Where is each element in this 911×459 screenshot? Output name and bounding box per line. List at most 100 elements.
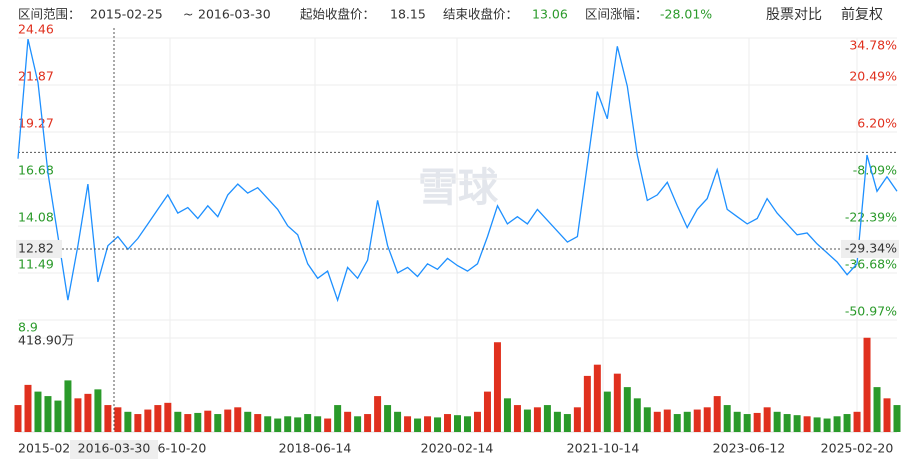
x-tick-label: 2021-10-14 bbox=[567, 441, 640, 456]
volume-bar bbox=[54, 400, 62, 432]
volume-bar bbox=[184, 414, 192, 432]
price-line bbox=[17, 38, 898, 303]
volume-bar bbox=[833, 416, 841, 432]
volume-bar bbox=[553, 411, 561, 432]
volume-bar bbox=[304, 414, 312, 432]
volume-bar bbox=[823, 418, 831, 432]
volume-bar bbox=[364, 414, 372, 432]
volume-bar bbox=[374, 396, 382, 432]
y-tick-label: 16.68 bbox=[18, 163, 54, 178]
volume-bar bbox=[683, 411, 691, 432]
y2-tick-label: 6.20% bbox=[857, 115, 897, 130]
end-price: 13.06 bbox=[532, 7, 568, 22]
y-tick-label: 8.9 bbox=[18, 320, 38, 335]
volume-bar bbox=[434, 417, 442, 432]
volume-bar bbox=[843, 414, 851, 432]
range-label: 区间范围： bbox=[18, 7, 81, 22]
compare-button[interactable]: 股票对比 bbox=[766, 7, 822, 23]
volume-bar bbox=[44, 396, 52, 432]
y2-tick-label: -8.09% bbox=[853, 162, 897, 177]
volume-bar bbox=[603, 391, 611, 432]
crosshair-date: 2016-03-30 bbox=[78, 441, 151, 456]
x-tick-label: 2023-06-12 bbox=[713, 441, 786, 456]
volume-bar bbox=[154, 405, 162, 432]
volume-bar bbox=[693, 409, 701, 432]
crosshair-percent: -29.34% bbox=[845, 240, 897, 255]
volume-bar bbox=[473, 411, 481, 432]
start-label: 起始收盘价： bbox=[300, 7, 375, 22]
volume-bar bbox=[793, 415, 801, 432]
volume-bar bbox=[463, 416, 471, 432]
end-label: 结束收盘价： bbox=[443, 7, 518, 22]
volume-bar bbox=[893, 405, 901, 432]
volume-bar bbox=[174, 411, 182, 432]
volume-bar bbox=[334, 405, 342, 432]
y2-tick-label: 34.78% bbox=[849, 38, 897, 53]
volume-bar bbox=[214, 414, 222, 432]
volume-bar bbox=[124, 411, 132, 432]
volume-bar bbox=[274, 418, 282, 432]
volume-bar bbox=[613, 373, 621, 432]
volume-bar bbox=[134, 414, 142, 432]
y2-tick-label: -50.97% bbox=[845, 304, 897, 319]
end-date: 2016-03-30 bbox=[198, 7, 271, 22]
volume-bar bbox=[633, 398, 641, 432]
x-tick-label: 2018-06-14 bbox=[279, 441, 352, 456]
volume-bar bbox=[813, 417, 821, 432]
volume-bar bbox=[623, 387, 631, 432]
x-tick-label: 2025-02-20 bbox=[821, 441, 894, 456]
volume-bar bbox=[454, 415, 461, 432]
volume-bar bbox=[863, 337, 871, 432]
volume-bar bbox=[703, 407, 711, 432]
volume-bar bbox=[394, 411, 402, 432]
volume-tick-label: 418.90万 bbox=[18, 333, 74, 348]
crosshair-percent-box bbox=[841, 239, 899, 258]
volume-bar bbox=[384, 405, 392, 432]
volume-bar bbox=[14, 405, 22, 432]
y2-tick-label: 20.49% bbox=[849, 68, 897, 83]
volume-bar bbox=[234, 407, 242, 432]
volume-bar bbox=[803, 416, 811, 432]
volume-bar bbox=[224, 409, 232, 432]
volume-bar bbox=[94, 389, 102, 432]
volume-bar bbox=[673, 414, 681, 432]
volume-bar bbox=[563, 414, 571, 432]
volume-bar bbox=[344, 411, 352, 432]
volume-bar bbox=[424, 416, 432, 432]
volume-bar bbox=[583, 375, 591, 432]
y2-tick-label: -22.39% bbox=[845, 210, 897, 225]
volume-bar bbox=[543, 405, 551, 432]
volume-bar bbox=[114, 407, 122, 432]
watermark: 雪球 bbox=[418, 165, 499, 211]
start-price: 18.15 bbox=[390, 7, 426, 22]
volume-bar bbox=[713, 396, 721, 432]
change: -28.01% bbox=[660, 7, 712, 22]
header: 区间范围： 2015-02-25 ~ 2016-03-30 起始收盘价： 18.… bbox=[18, 6, 883, 23]
volume-bar bbox=[444, 414, 452, 432]
adjust-button[interactable]: 前复权 bbox=[841, 6, 883, 23]
volume-bar bbox=[873, 387, 881, 432]
volume-bar bbox=[513, 405, 521, 432]
volume-bar bbox=[743, 414, 751, 432]
volume-bar bbox=[204, 410, 212, 432]
crosshair-price: 12.82 bbox=[18, 240, 54, 255]
volume-bar bbox=[64, 380, 72, 432]
volume-bar bbox=[254, 414, 262, 432]
volume-bar bbox=[723, 405, 731, 432]
volume-bar bbox=[314, 416, 322, 432]
volume-bar bbox=[653, 411, 661, 432]
volume-bar bbox=[354, 416, 362, 432]
volume-bar bbox=[573, 407, 581, 432]
y-tick-label: 11.49 bbox=[18, 257, 54, 272]
crosshair-price-box bbox=[16, 239, 62, 258]
volume-bar bbox=[773, 411, 781, 432]
volume-bar bbox=[34, 391, 42, 432]
volume-bar bbox=[144, 409, 152, 432]
volume-bar bbox=[24, 384, 32, 432]
volume-bar bbox=[84, 393, 92, 432]
volume-bar bbox=[493, 342, 501, 432]
volume-bar bbox=[104, 405, 112, 432]
y-tick-label: 19.27 bbox=[18, 116, 54, 131]
volume-bar bbox=[483, 391, 491, 432]
